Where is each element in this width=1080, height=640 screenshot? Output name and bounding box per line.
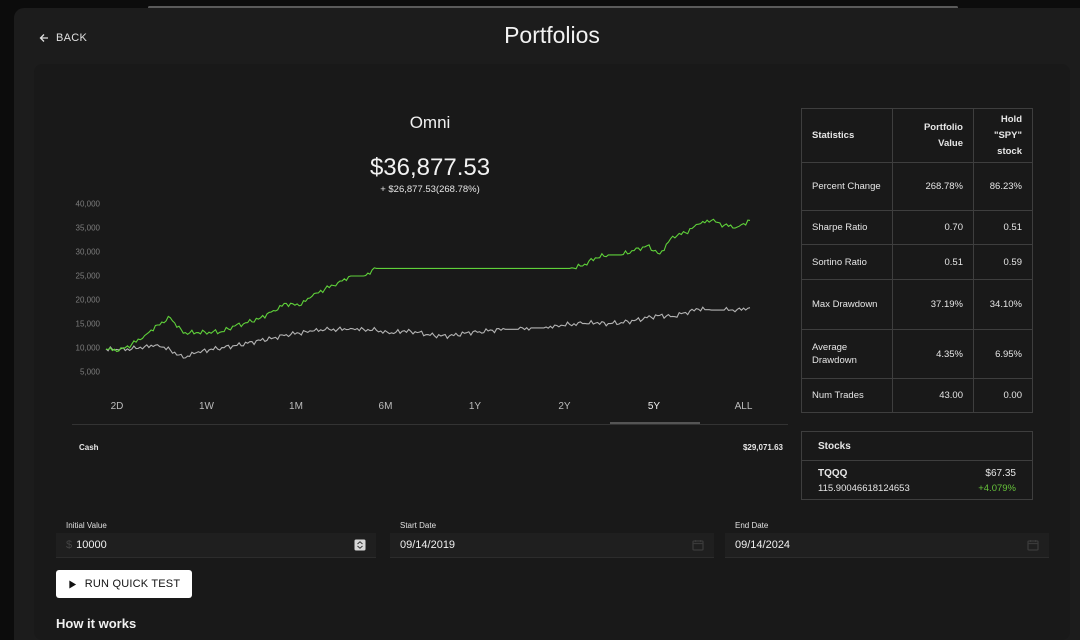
portfolio-stat-value: 43.00 bbox=[892, 378, 974, 413]
range-button-2d[interactable]: 2D bbox=[110, 401, 124, 412]
back-button[interactable]: BACK bbox=[38, 32, 87, 44]
statistics-row: Sharpe Ratio 0.70 0.51 bbox=[801, 210, 1033, 245]
end-date-text: 09/14/2024 bbox=[735, 539, 791, 551]
page-title: Portfolios bbox=[504, 22, 600, 48]
portfolio-stat-value: 0.51 bbox=[892, 244, 974, 280]
portfolio-name: Omni bbox=[409, 113, 451, 132]
start-date-label: Start Date bbox=[400, 521, 437, 530]
cash-value: $29,071.63 bbox=[742, 443, 783, 452]
active-range-underline bbox=[610, 422, 700, 424]
initial-value-label: Initial Value bbox=[66, 521, 107, 530]
initial-value-field: Initial Value $ 10000 bbox=[56, 521, 376, 558]
stat-label: Num Trades bbox=[801, 378, 893, 413]
spy-header: Hold "SPY" stock bbox=[973, 108, 1033, 163]
range-button-all[interactable]: ALL bbox=[734, 401, 753, 412]
y-tick-label: 10,000 bbox=[75, 343, 100, 353]
portfolio-value-line bbox=[105, 218, 751, 353]
stock-shares: 115.90046618124653 bbox=[818, 483, 910, 494]
calendar-icon[interactable] bbox=[1027, 539, 1039, 551]
stocks-card: Stocks TQQQ 115.90046618124653 $67.35 +4… bbox=[801, 431, 1033, 500]
end-date-field: End Date 09/14/2024 bbox=[725, 521, 1049, 558]
cash-label: Cash bbox=[79, 443, 99, 452]
stat-label: Average Drawdown bbox=[801, 329, 893, 379]
back-label: BACK bbox=[56, 32, 88, 44]
portfolio-value: $36,877.53 bbox=[369, 154, 491, 181]
calendar-icon[interactable] bbox=[692, 539, 704, 551]
play-icon bbox=[69, 579, 76, 589]
statistics-header: Statistics bbox=[801, 108, 893, 163]
spy-stat-value: 34.10% bbox=[973, 279, 1033, 330]
statistics-table: Statistics Portfolio Value Hold "SPY" stoc… bbox=[801, 108, 1033, 413]
y-tick-label: 25,000 bbox=[75, 271, 100, 281]
statistics-row: Num Trades 43.00 0.00 bbox=[801, 378, 1033, 413]
window-top-strip bbox=[148, 6, 958, 9]
range-button-1w[interactable]: 1W bbox=[199, 401, 214, 412]
range-button-1m[interactable]: 1M bbox=[289, 401, 303, 412]
initial-value-input[interactable]: $ 10000 bbox=[56, 533, 376, 558]
stat-label: Sharpe Ratio bbox=[801, 210, 893, 245]
arrow-left-icon bbox=[39, 34, 48, 42]
run-quick-test-label: RUN QUICK TEST bbox=[84, 578, 181, 590]
spy-benchmark-line bbox=[105, 306, 751, 359]
how-it-works-heading: How it works bbox=[56, 616, 137, 631]
portfolio-stat-value: 4.35% bbox=[892, 329, 974, 379]
spy-stat-value: 6.95% bbox=[973, 329, 1033, 379]
stepper-icon[interactable] bbox=[354, 539, 366, 551]
y-tick-label: 30,000 bbox=[75, 247, 100, 257]
range-button-2y[interactable]: 2Y bbox=[558, 401, 571, 412]
spy-stat-value: 86.23% bbox=[973, 162, 1033, 211]
end-date-label: End Date bbox=[735, 521, 769, 530]
portfolio-change: + $26,877.53(268.78%) bbox=[380, 184, 480, 195]
range-selector: 2D 1W 1M 6M 1Y 2Y 5Y ALL bbox=[72, 396, 788, 425]
statistics-row: Average Drawdown 4.35% 6.95% bbox=[801, 329, 1033, 379]
run-quick-test-button[interactable]: RUN QUICK TEST bbox=[56, 570, 192, 598]
stat-label: Max Drawdown bbox=[801, 279, 893, 330]
portfolio-value-header: Portfolio Value bbox=[892, 108, 974, 163]
statistics-row: Percent Change 268.78% 86.23% bbox=[801, 162, 1033, 211]
spy-stat-value: 0.59 bbox=[973, 244, 1033, 280]
initial-value-text: 10000 bbox=[76, 539, 107, 551]
y-tick-label: 5,000 bbox=[79, 367, 100, 377]
y-tick-label: 15,000 bbox=[75, 319, 100, 329]
start-date-input[interactable]: 09/14/2019 bbox=[390, 533, 714, 558]
range-button-5y[interactable]: 5Y bbox=[647, 401, 661, 412]
end-date-input[interactable]: 09/14/2024 bbox=[725, 533, 1049, 558]
spy-stat-value: 0.00 bbox=[973, 378, 1033, 413]
y-tick-label: 40,000 bbox=[75, 199, 100, 209]
stat-label: Percent Change bbox=[801, 162, 893, 211]
stat-label: Sortino Ratio bbox=[801, 244, 893, 280]
y-tick-label: 20,000 bbox=[75, 295, 100, 305]
y-tick-label: 35,000 bbox=[75, 223, 100, 233]
start-date-text: 09/14/2019 bbox=[400, 539, 456, 551]
stock-price: $67.35 bbox=[985, 468, 1016, 479]
start-date-field: Start Date 09/14/2019 bbox=[390, 521, 714, 558]
range-button-6m[interactable]: 6M bbox=[378, 401, 393, 412]
range-button-1y[interactable]: 1Y bbox=[468, 401, 482, 412]
statistics-row: Sortino Ratio 0.51 0.59 bbox=[801, 244, 1033, 280]
portfolio-stat-value: 37.19% bbox=[892, 279, 974, 330]
portfolio-chart bbox=[105, 218, 751, 359]
statistics-header-row: Statistics Portfolio Value Hold "SPY" stoc… bbox=[801, 108, 1033, 163]
stock-ticker[interactable]: TQQQ bbox=[818, 468, 848, 479]
stock-change: +4.079% bbox=[978, 483, 1016, 494]
spy-stat-value: 0.51 bbox=[973, 210, 1033, 245]
portfolio-stat-value: 0.70 bbox=[892, 210, 974, 245]
currency-prefix: $ bbox=[66, 539, 73, 551]
statistics-row: Max Drawdown 37.19% 34.10% bbox=[801, 279, 1033, 330]
stocks-title: Stocks bbox=[802, 432, 1032, 461]
portfolio-stat-value: 268.78% bbox=[892, 162, 974, 211]
